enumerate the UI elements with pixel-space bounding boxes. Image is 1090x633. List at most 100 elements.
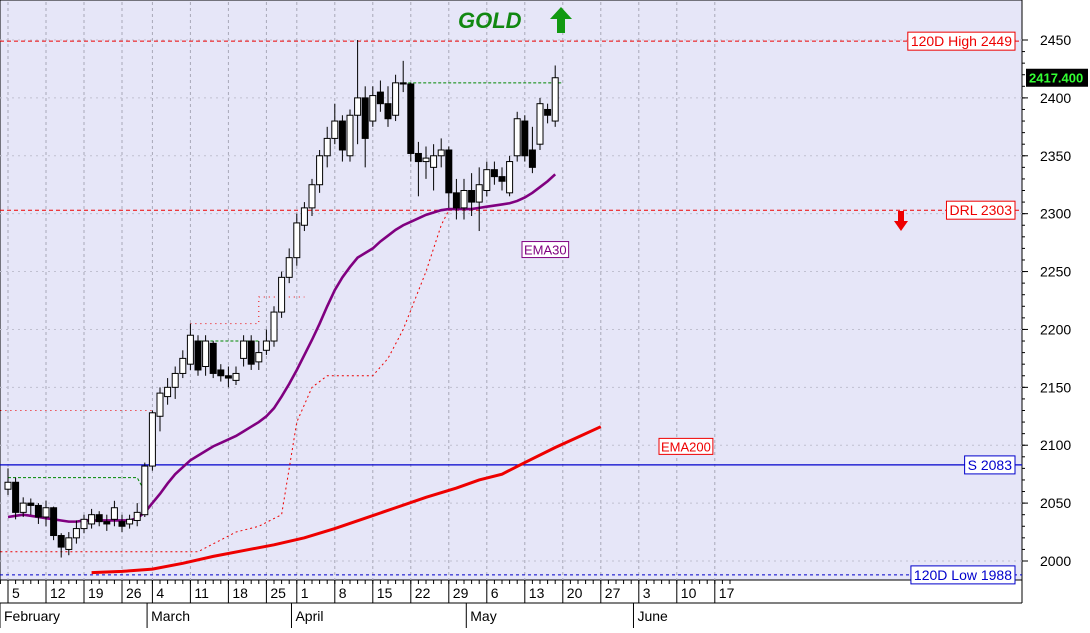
candle [414,141,422,197]
candle [521,115,529,162]
candle [118,514,126,533]
candle-body [110,507,118,520]
candle-body [118,521,126,527]
candle [133,503,141,527]
candle [103,514,111,531]
month-label: February [4,608,60,624]
candle-body [57,535,65,548]
candle [186,323,194,370]
x-tick-label: 1 [301,585,309,601]
candle [475,167,483,232]
ema30-label-text: EMA30 [524,243,567,258]
candle-body [194,340,202,371]
candle [468,173,476,216]
candle-body [171,372,179,388]
candle [460,178,468,220]
y-tick-label: 2100 [1040,437,1071,453]
candle [194,335,202,376]
candle-body [27,502,35,506]
candle-body [300,207,308,226]
y-tick-label: 2150 [1040,379,1071,395]
x-tick-label: 25 [270,585,286,601]
x-tick-label: 17 [719,585,735,601]
candle [506,155,514,197]
candle [110,500,118,527]
candle [88,508,96,529]
candle [179,350,187,379]
candle [171,366,179,399]
candle-body [217,369,225,377]
candle [346,109,354,162]
candle-body [316,155,324,186]
candle [407,82,415,162]
low-120d-label: 120D Low 1988 [910,565,1016,585]
x-tick-label: 3 [643,585,651,601]
candle-body [407,83,415,154]
candle-body [430,155,438,168]
candle-body [399,82,407,85]
high-120d-label: 120D High 2449 [907,31,1016,51]
ema30-label-box [521,241,570,259]
candle-body [338,120,346,151]
candle [528,126,536,174]
chart-title: GOLD [458,8,522,33]
ema200-label: EMA200 [658,437,714,455]
candle-body [240,340,248,359]
support-label: S 2083 [964,455,1016,475]
candle-body [133,511,141,521]
candle-body [422,157,430,163]
candle-body [483,169,491,192]
ema200-line [91,425,602,575]
y-tick-label: 2250 [1040,264,1071,280]
candle-body [202,340,210,367]
x-tick-label: 10 [681,585,697,601]
candle-body [544,108,552,116]
candle-body [513,118,521,157]
candle-body [521,120,529,157]
candle [544,103,552,124]
low-120d-label-text: 120D Low 1988 [914,567,1012,583]
candle-body [392,82,400,116]
candle [240,335,248,367]
candle-body [437,149,445,157]
candle [300,202,308,232]
support-label-box [964,455,1016,475]
candle [452,178,460,220]
x-tick-label: 12 [50,585,66,601]
candle-body [475,184,483,203]
candle [164,378,172,405]
candle [209,341,217,379]
candle-body [255,352,263,363]
trailing-low-line [0,209,450,553]
candle-body [384,103,392,120]
candle [498,167,506,191]
candle-body [445,149,453,194]
high-120d-label-box [907,31,1016,51]
high-120d-label-text: 120D High 2449 [911,33,1012,49]
candle [422,146,430,179]
candle [513,111,521,162]
candle [42,500,50,527]
candle-body [186,334,194,365]
candle-body [141,465,149,516]
candle-body [308,184,316,209]
candle [361,86,369,168]
candle [331,103,339,145]
candle-body [4,481,12,490]
down-arrow-icon [894,211,908,231]
candle-body [232,372,240,381]
x-tick-label: 6 [491,585,499,601]
candle [126,514,134,529]
candle [270,306,278,347]
y-tick-label: 2050 [1040,495,1071,511]
candle-body [72,528,80,539]
y-tick-label: 2450 [1040,32,1071,48]
candle [202,335,210,376]
candle [255,341,263,370]
candle-body [164,386,172,398]
candle-body [369,95,377,122]
candle [247,335,255,370]
candle-body [498,176,506,182]
price-tag-box [1026,68,1088,87]
